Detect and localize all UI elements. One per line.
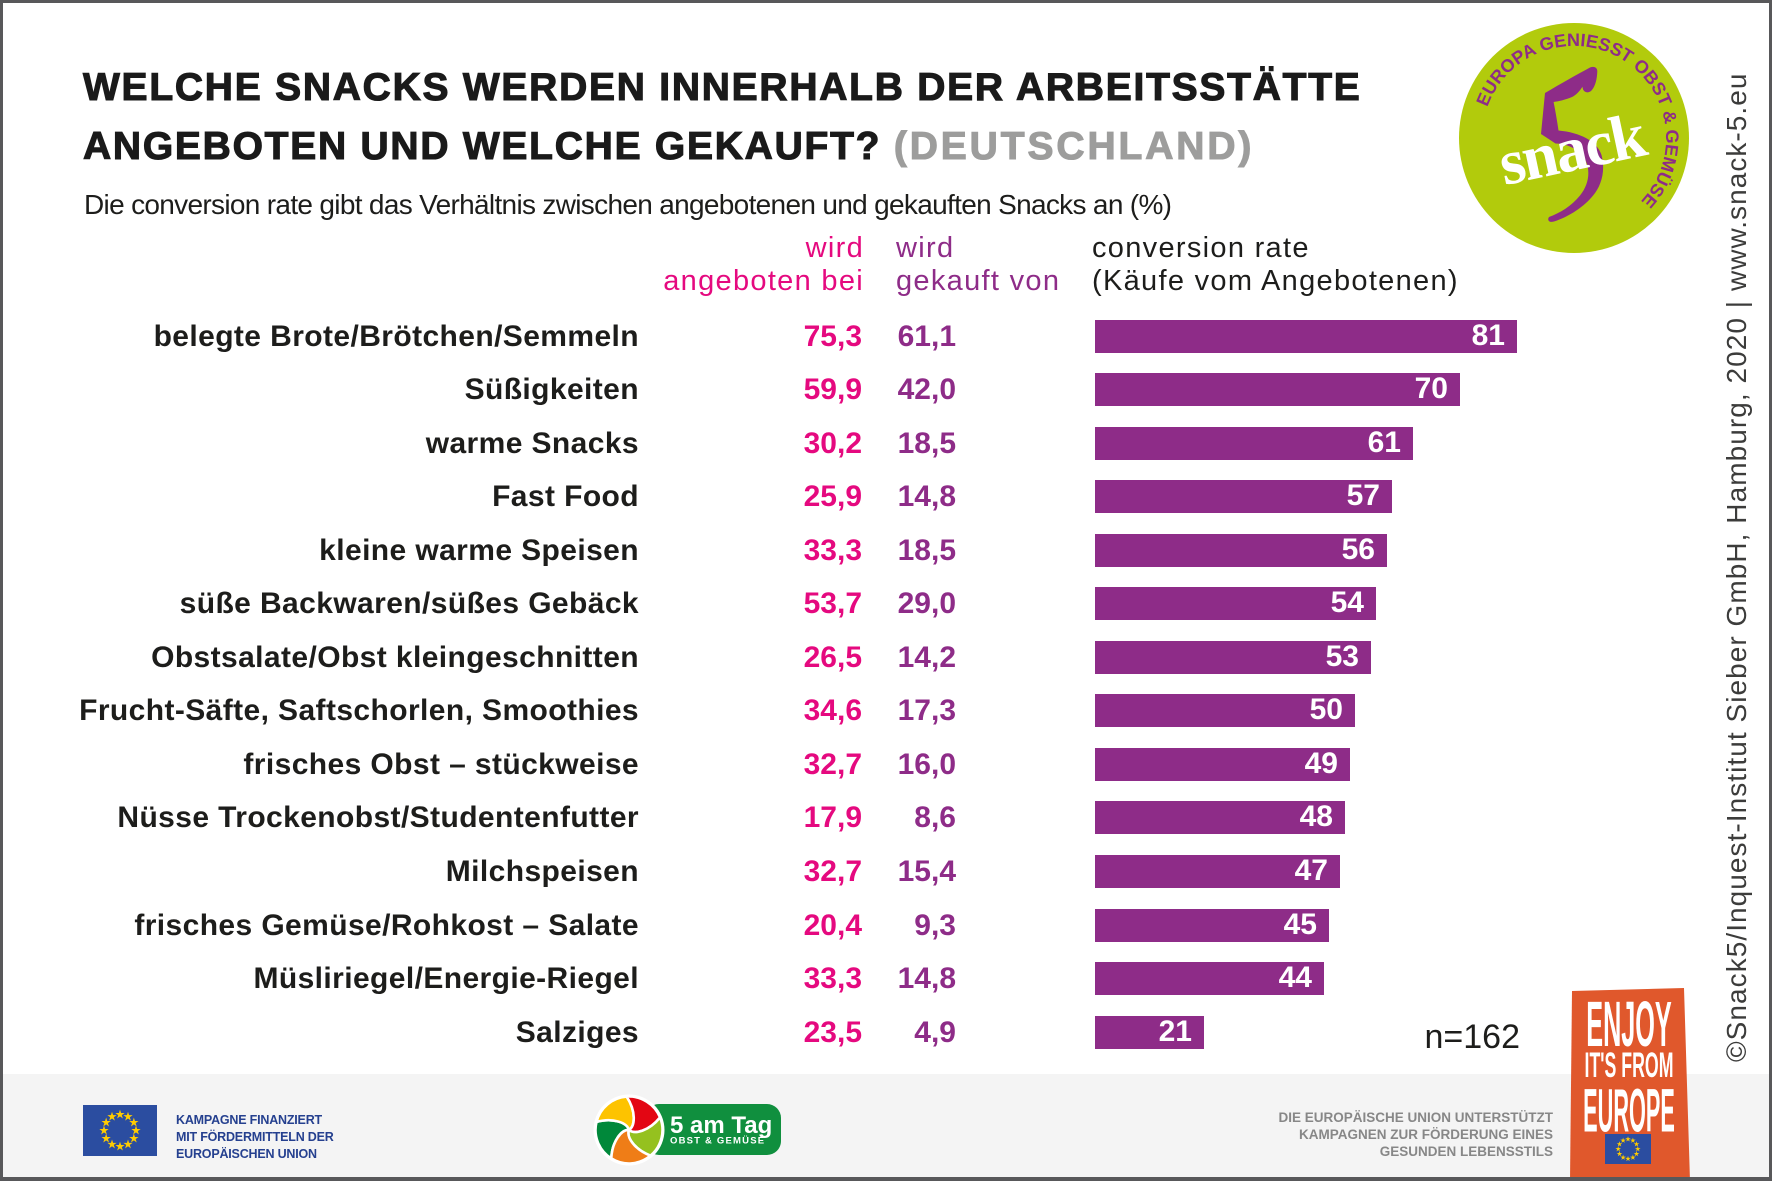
svg-text:ENJOY: ENJOY [1586,989,1671,1060]
svg-text:IT'S FROM: IT'S FROM [1585,1045,1674,1084]
svg-text:5 am Tag: 5 am Tag [670,1112,772,1139]
svg-text:EUROPE: EUROPE [1583,1077,1675,1145]
svg-text:OBST & GEMÜSE: OBST & GEMÜSE [670,1136,765,1147]
